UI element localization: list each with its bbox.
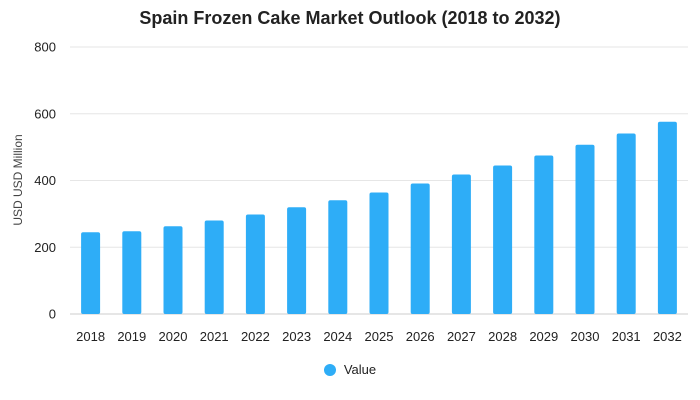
x-tick-label-2021: 2021: [200, 329, 229, 344]
x-tick-label-2030: 2030: [571, 329, 600, 344]
y-tick-label: 200: [34, 240, 56, 255]
bar-2027[interactable]: [451, 174, 471, 314]
chart-title: Spain Frozen Cake Market Outlook (2018 t…: [139, 8, 561, 28]
x-tick-label-2022: 2022: [241, 329, 270, 344]
bar-2026[interactable]: [410, 183, 430, 314]
bar-2018[interactable]: [81, 232, 101, 314]
x-tick-label-2029: 2029: [529, 329, 558, 344]
x-axis-ticks: 2018 2019 2020 2021 2022 2023 2024 2025 2026 2027…: [76, 329, 682, 344]
x-tick-label-2028: 2028: [488, 329, 517, 344]
legend[interactable]: Value: [0, 362, 700, 377]
x-tick-label-2032: 2032: [653, 329, 682, 344]
legend-swatch-value: [323, 363, 336, 376]
x-tick-label-2023: 2023: [282, 329, 311, 344]
bar-2030[interactable]: [575, 144, 595, 314]
bar-2029[interactable]: [534, 155, 554, 314]
bar-2025[interactable]: [369, 192, 389, 314]
x-tick-label-2024: 2024: [323, 329, 352, 344]
x-tick-label-2019: 2019: [117, 329, 146, 344]
bar-2032[interactable]: [657, 121, 677, 314]
bar-2019[interactable]: [122, 231, 142, 314]
bar-2031[interactable]: [616, 133, 636, 314]
bars: [81, 121, 677, 314]
bar-2020[interactable]: [163, 226, 183, 314]
x-tick-label-2031: 2031: [612, 329, 641, 344]
y-axis-ticks: 0 200 400 600 800: [34, 40, 56, 322]
x-tick-label-2018: 2018: [76, 329, 105, 344]
bar-2023[interactable]: [287, 207, 307, 314]
x-tick-label-2026: 2026: [406, 329, 435, 344]
x-tick-label-2025: 2025: [365, 329, 394, 344]
y-tick-label: 800: [34, 40, 56, 55]
bar-2022[interactable]: [245, 214, 265, 314]
y-axis-title: USD USD Million: [11, 134, 25, 225]
y-tick-label: 600: [34, 106, 56, 121]
y-tick-label: 0: [49, 307, 56, 322]
x-tick-label-2020: 2020: [159, 329, 188, 344]
x-tick-label-2027: 2027: [447, 329, 476, 344]
y-tick-label: 400: [34, 173, 56, 188]
bar-2024[interactable]: [328, 200, 348, 314]
bar-2028[interactable]: [493, 165, 513, 314]
legend-label-value: Value: [343, 362, 377, 377]
bar-2021[interactable]: [204, 220, 224, 314]
